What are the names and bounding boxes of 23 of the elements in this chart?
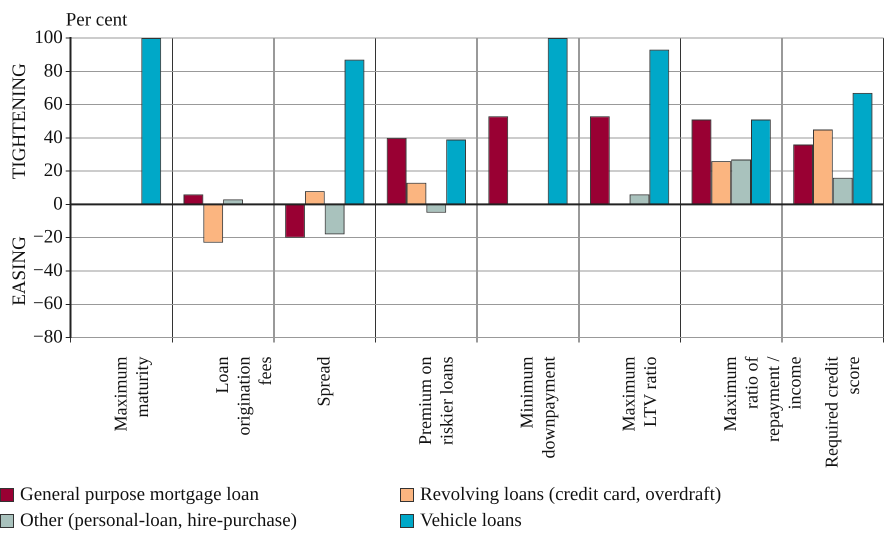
x-tick-label: Spread: [313, 356, 334, 407]
y-tick-label: −80: [32, 326, 63, 348]
y-tick-label: 40: [44, 126, 63, 148]
legend-label: General purpose mortgage loan: [20, 483, 259, 507]
y-tick-label: 60: [44, 94, 63, 115]
legend-label: Other (personal-loan, hire-purchase): [20, 509, 297, 533]
x-tick-label: Maximum ratio of repayment / income: [720, 356, 805, 442]
x-tick-label: Premium on riskier loans: [415, 356, 457, 446]
y-tick-label: −60: [32, 293, 63, 314]
y-tick-label: −20: [32, 226, 63, 248]
x-tick-label: Maximum maturity: [110, 356, 152, 432]
x-tick-label: Loan origination fees: [212, 356, 276, 436]
text: EASING: [8, 236, 30, 306]
x-tick-label: Maximum LTV ratio: [618, 356, 660, 432]
y-tick-label: 0: [53, 193, 63, 214]
text: TIGHTENING: [8, 62, 30, 180]
y-tick-label: 20: [44, 160, 63, 182]
y-tick-label: 80: [44, 60, 63, 82]
legend-label: Vehicle loans: [420, 509, 522, 533]
y-tick-label: −40: [32, 260, 63, 281]
legend-label: Revolving loans (credit card, overdraft): [420, 483, 722, 507]
y-tick-label: 100: [34, 26, 63, 48]
y-axis-title: Per cent: [66, 9, 128, 30]
